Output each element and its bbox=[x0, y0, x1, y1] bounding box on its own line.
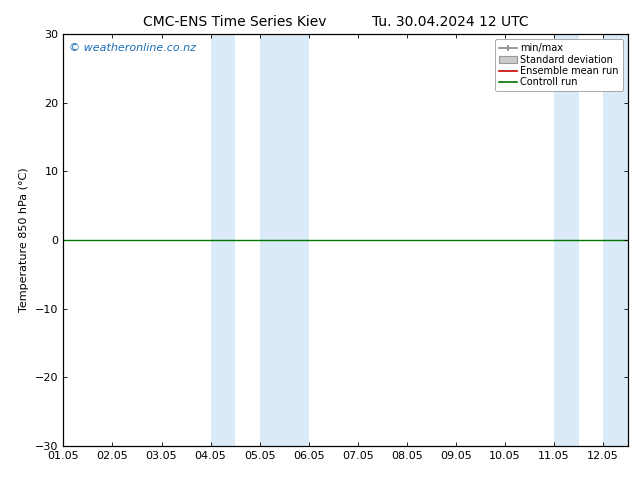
Text: CMC-ENS Time Series Kiev: CMC-ENS Time Series Kiev bbox=[143, 15, 327, 29]
Text: Tu. 30.04.2024 12 UTC: Tu. 30.04.2024 12 UTC bbox=[372, 15, 529, 29]
Bar bbox=[554, 34, 579, 446]
Legend: min/max, Standard deviation, Ensemble mean run, Controll run: min/max, Standard deviation, Ensemble me… bbox=[495, 39, 623, 91]
Bar bbox=[260, 34, 309, 446]
Bar bbox=[603, 34, 628, 446]
Y-axis label: Temperature 850 hPa (°C): Temperature 850 hPa (°C) bbox=[20, 168, 30, 313]
Text: © weatheronline.co.nz: © weatheronline.co.nz bbox=[69, 43, 196, 52]
Bar bbox=[210, 34, 235, 446]
